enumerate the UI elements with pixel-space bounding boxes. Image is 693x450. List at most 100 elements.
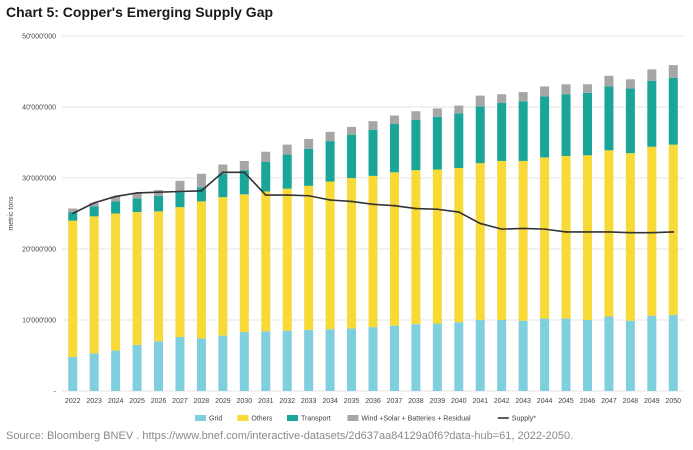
bar-wind-solar-batteries-residual-2043 xyxy=(518,92,528,102)
bar-grid-2026 xyxy=(154,341,164,391)
bar-wind-solar-batteries-residual-2037 xyxy=(389,115,399,125)
bar-others-2044 xyxy=(540,157,550,319)
bar-transport-2024 xyxy=(111,201,121,214)
bar-others-2038 xyxy=(411,170,421,325)
bar-wind-solar-batteries-residual-2036 xyxy=(368,121,378,130)
bar-others-2029 xyxy=(218,197,228,336)
supply-point xyxy=(586,231,589,233)
y-tick-label: 50'000'000 xyxy=(22,34,56,41)
supply-point xyxy=(307,194,310,197)
bar-transport-2032 xyxy=(282,154,292,189)
supply-point xyxy=(329,199,332,201)
supply-point xyxy=(243,171,246,174)
legend-swatch-transport xyxy=(287,415,298,421)
x-tick-label: 2038 xyxy=(408,398,424,405)
bar-grid-2035 xyxy=(347,328,357,391)
bar-others-2025 xyxy=(132,212,142,345)
supply-point xyxy=(93,201,96,204)
supply-point xyxy=(393,204,396,207)
supply-point xyxy=(221,171,224,174)
y-tick-label: 10'000'000 xyxy=(22,318,56,325)
bar-transport-2029 xyxy=(218,173,228,198)
bar-wind-solar-batteries-residual-2023 xyxy=(89,202,99,207)
supply-point xyxy=(114,195,117,198)
bar-grid-2031 xyxy=(261,331,271,391)
bar-transport-2023 xyxy=(89,206,99,217)
bar-transport-2034 xyxy=(325,141,335,182)
bar-grid-2037 xyxy=(389,325,399,391)
legend-label-wind-solar-batteries-residual: Wind +Solar + Batteries + Residual xyxy=(361,416,471,423)
bar-grid-2036 xyxy=(368,327,378,391)
bar-transport-2033 xyxy=(304,148,314,186)
bar-grid-2022 xyxy=(68,356,78,391)
x-tick-label: 2040 xyxy=(451,398,467,405)
supply-point xyxy=(286,194,289,196)
bar-others-2027 xyxy=(175,207,185,338)
bar-others-2042 xyxy=(497,160,507,320)
x-tick-label: 2039 xyxy=(430,398,446,405)
source-note: Source: Bloomberg BNEV . https://www.bne… xyxy=(6,430,574,442)
supply-point xyxy=(264,194,267,196)
bar-transport-2048 xyxy=(625,88,635,154)
bar-grid-2024 xyxy=(111,350,121,391)
bar-others-2026 xyxy=(154,211,164,342)
bar-grid-2030 xyxy=(239,332,249,391)
bar-transport-2039 xyxy=(432,116,442,170)
bar-transport-2026 xyxy=(154,195,164,212)
bar-transport-2043 xyxy=(518,101,528,161)
x-tick-label: 2023 xyxy=(86,398,102,405)
bar-transport-2038 xyxy=(411,119,421,171)
bar-others-2043 xyxy=(518,160,528,321)
bar-transport-2049 xyxy=(647,80,657,147)
legend-swatch-grid xyxy=(195,415,206,421)
bar-transport-2050 xyxy=(668,77,678,145)
x-tick-label: 2034 xyxy=(322,398,338,405)
supply-point xyxy=(522,227,525,230)
bar-grid-2033 xyxy=(304,329,314,391)
bar-grid-2032 xyxy=(282,330,292,391)
bar-transport-2045 xyxy=(561,94,571,156)
x-tick-label: 2031 xyxy=(258,398,274,405)
x-tick-label: 2041 xyxy=(472,398,488,405)
bar-grid-2041 xyxy=(475,320,485,391)
bar-others-2036 xyxy=(368,175,378,328)
bar-others-2034 xyxy=(325,181,335,330)
supply-point xyxy=(608,231,610,233)
bar-others-2031 xyxy=(261,191,271,332)
bar-wind-solar-batteries-residual-2045 xyxy=(561,84,571,95)
bar-grid-2049 xyxy=(647,315,657,391)
bar-wind-solar-batteries-residual-2047 xyxy=(604,75,614,87)
bar-wind-solar-batteries-residual-2040 xyxy=(454,105,464,114)
supply-point xyxy=(157,191,160,194)
x-tick-label: 2036 xyxy=(365,398,381,405)
legend: Grid Others Transport Wind +Solar + Batteri… xyxy=(195,415,536,423)
bar-others-2046 xyxy=(582,155,592,320)
legend-swatch-wind-solar-batteries-residual xyxy=(347,415,359,421)
bar-wind-solar-batteries-residual-2028 xyxy=(196,173,206,188)
supply-point xyxy=(629,231,632,234)
bar-transport-2044 xyxy=(540,96,550,158)
supply-point xyxy=(500,228,503,231)
x-tick-label: 2026 xyxy=(151,398,167,405)
bar-transport-2025 xyxy=(132,198,142,213)
bar-wind-solar-batteries-residual-2027 xyxy=(175,180,185,193)
bar-wind-solar-batteries-residual-2031 xyxy=(261,151,271,162)
x-tick-label: 2043 xyxy=(515,398,531,405)
x-tick-label: 2028 xyxy=(194,398,210,405)
supply-point xyxy=(136,192,138,194)
bar-transport-2030 xyxy=(239,170,249,195)
bar-others-2022 xyxy=(68,220,78,357)
bar-grid-2023 xyxy=(89,353,99,391)
x-tick-label: 2048 xyxy=(623,398,639,405)
bar-others-2032 xyxy=(282,188,292,331)
bar-grid-2029 xyxy=(218,335,228,391)
bar-others-2030 xyxy=(239,194,249,333)
bar-grid-2045 xyxy=(561,318,571,391)
supply-point xyxy=(436,208,439,211)
supply-point xyxy=(179,190,181,193)
bar-wind-solar-batteries-residual-2048 xyxy=(625,79,635,89)
bar-others-2041 xyxy=(475,163,485,320)
bar-others-2039 xyxy=(432,169,442,324)
supply-point xyxy=(200,189,203,192)
bar-transport-2042 xyxy=(497,102,507,161)
